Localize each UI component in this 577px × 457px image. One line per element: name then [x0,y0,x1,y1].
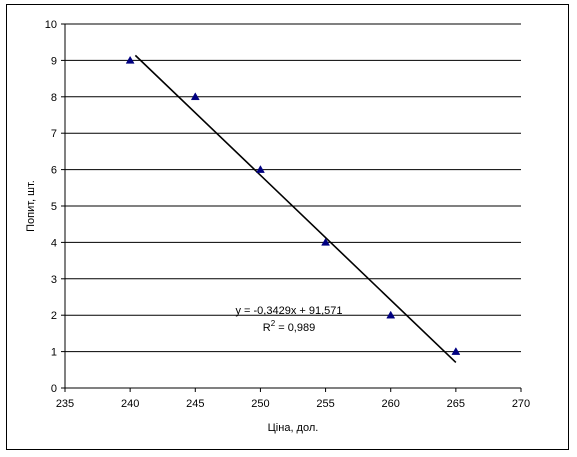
y-tick-label-4: 4 [51,237,57,249]
y-tick-label-8: 8 [51,92,57,104]
data-point-1 [190,92,200,101]
axes [61,23,522,392]
y-tick-label-10: 10 [45,19,57,31]
y-tick-label-0: 0 [51,383,57,395]
x-tick-label-260: 260 [382,398,400,410]
data-point-5 [451,347,461,355]
y-tick-label-6: 6 [51,165,57,177]
x-axis-title: Ціна, дол. [268,422,319,434]
data-point-2 [255,165,265,173]
data-point-3 [321,237,331,246]
y-tick-label-9: 9 [51,55,57,67]
y-tick-labels: 0 1 2 3 4 5 6 7 8 9 10 [45,19,57,395]
chart-frame [6,4,569,450]
x-tick-label-240: 240 [121,398,139,410]
r2-prefix: R [263,322,271,334]
x-tick-label-245: 245 [186,398,204,410]
r-squared-label: R2 = 0,989 [263,319,315,334]
data-points [125,55,461,355]
y-tick-label-5: 5 [51,201,57,213]
x-tick-label-235: 235 [56,398,74,410]
y-tick-label-3: 3 [51,274,57,286]
r2-superscript: 2 [271,319,276,328]
x-tick-labels: 235 240 245 250 255 260 265 270 [56,398,530,410]
x-tick-label-270: 270 [512,398,530,410]
x-tick-label-250: 250 [251,398,269,410]
data-point-4 [386,310,396,319]
y-tick-label-2: 2 [51,310,57,322]
y-axis-title: Попит, шт. [25,180,37,232]
x-tick-label-255: 255 [316,398,334,410]
trendline [134,54,457,364]
r2-value: = 0,989 [275,322,315,334]
trendline-group [134,54,457,364]
y-tick-label-7: 7 [51,128,57,140]
y-tick-label-1: 1 [51,347,57,359]
gridlines [65,23,521,353]
x-tick-label-265: 265 [447,398,465,410]
data-point-0 [125,55,135,64]
trendline-equation: y = -0,3429x + 91,571 [235,305,342,317]
